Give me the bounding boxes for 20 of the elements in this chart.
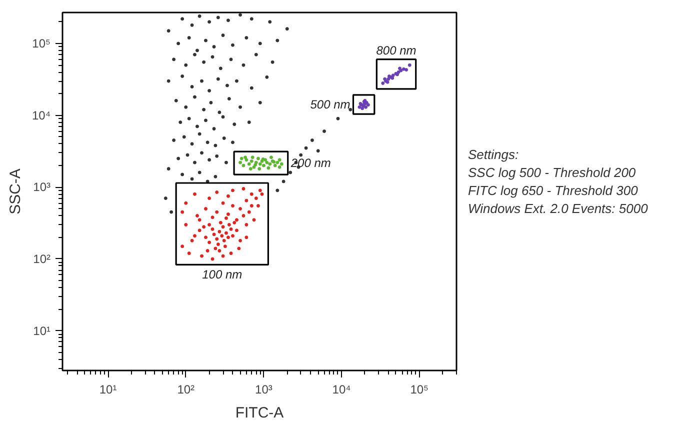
x-tick-label: 10¹ xyxy=(99,382,117,396)
x-tick-label: 10³ xyxy=(255,382,272,396)
annotation: 800 nm xyxy=(376,43,416,58)
x-tick-label: 10² xyxy=(177,382,195,396)
x-tick-label: 10⁵ xyxy=(410,382,429,396)
y-tick-label: 10¹ xyxy=(33,324,51,338)
annotation: 500 nm xyxy=(310,98,350,112)
y-tick-label: 10⁴ xyxy=(32,108,51,122)
text: Windows Ext. 2.0 Events: 5000 xyxy=(468,201,648,216)
text: SSC log 500 - Threshold 200 xyxy=(468,165,636,180)
x-axis-title: FITC-A xyxy=(235,404,284,422)
text: Settings: xyxy=(468,147,519,162)
y-axis-title: SSC-A xyxy=(6,168,24,214)
annotation: 100 nm xyxy=(202,268,242,282)
y-tick-label: 10³ xyxy=(33,180,51,194)
x-tick-label: 10⁴ xyxy=(332,382,351,396)
annotation: 200 nm xyxy=(290,156,331,170)
y-tick-label: 10⁵ xyxy=(32,36,51,50)
text: FITC log 650 - Threshold 300 xyxy=(468,183,638,198)
y-tick-label: 10² xyxy=(33,252,51,266)
